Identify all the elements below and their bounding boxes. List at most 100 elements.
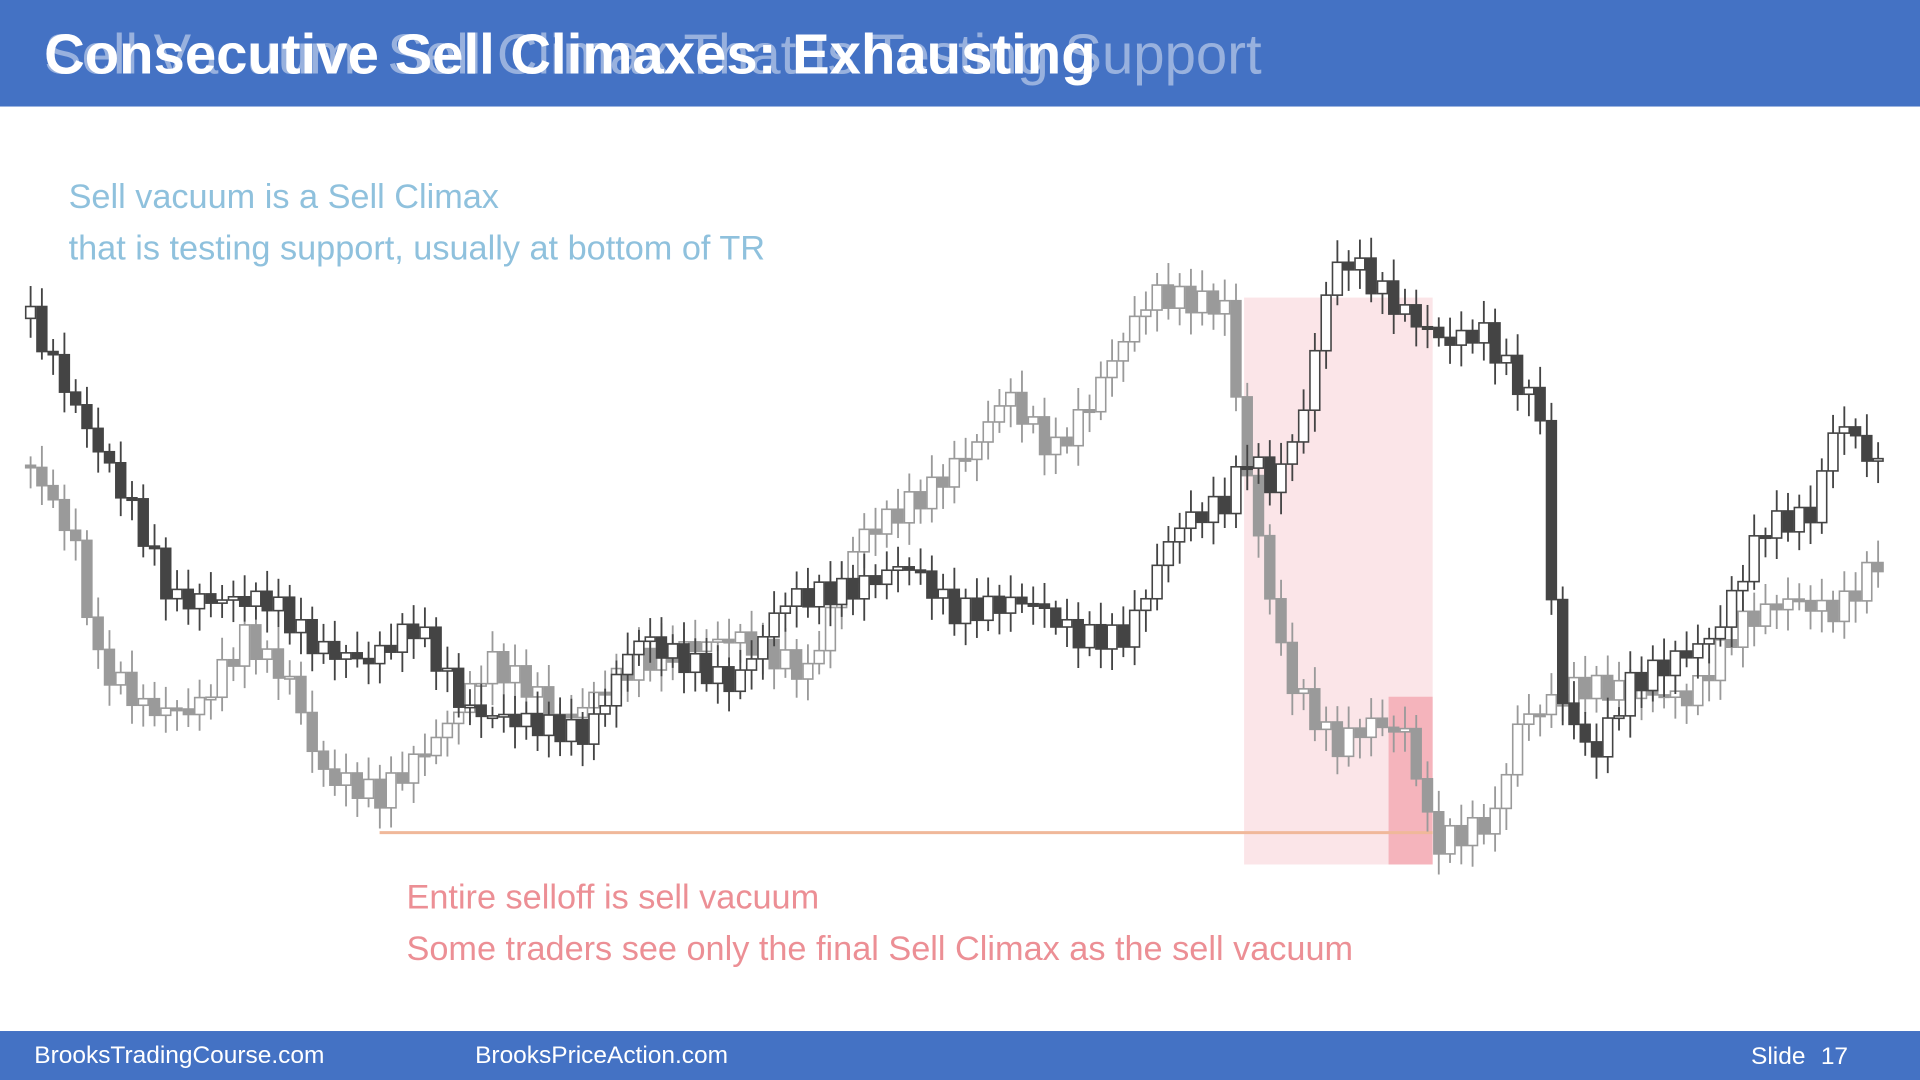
candle-body [69, 391, 82, 406]
candle-body [1489, 322, 1501, 364]
candle-body [1759, 603, 1772, 627]
candle-body [1016, 391, 1028, 425]
candle-body [396, 772, 409, 784]
candle-body [1320, 721, 1332, 731]
candle-body [993, 405, 1006, 423]
candle-body [531, 712, 544, 737]
candle-body [937, 588, 949, 599]
candle-body [1500, 773, 1513, 810]
candle-body [1196, 511, 1208, 524]
candle-body [1151, 284, 1163, 311]
candle-body [1297, 409, 1310, 443]
candle-body [1230, 465, 1242, 515]
candle-body [1613, 679, 1625, 701]
candle-body [858, 575, 870, 600]
candle-body [1264, 534, 1276, 600]
candle-body [1782, 598, 1794, 611]
candle-body [295, 675, 307, 714]
candle-body [1038, 416, 1051, 456]
candle-body [329, 640, 341, 660]
candle-body [881, 508, 893, 535]
candle-body [565, 718, 578, 743]
candle-body [1095, 623, 1107, 650]
candle-body [1444, 336, 1456, 346]
candle-body [1748, 610, 1760, 627]
candle-body [1816, 599, 1828, 612]
candle-body [340, 772, 352, 786]
candle-body [903, 491, 915, 524]
candle-body [1658, 659, 1670, 677]
candle-body [937, 476, 949, 488]
candle-body [1771, 510, 1783, 539]
candle-body [1331, 721, 1344, 758]
footer-link[interactable]: BrooksTradingCourse.com [34, 1042, 324, 1069]
candle-body [1061, 618, 1073, 628]
candle-body [238, 595, 251, 607]
candle-body [1196, 290, 1208, 314]
candle-body [959, 457, 972, 462]
slide-label: Slide [1751, 1043, 1805, 1070]
candle-body [58, 498, 71, 532]
candle-body [982, 421, 994, 443]
candle-body [982, 595, 994, 622]
candle-body [903, 566, 915, 571]
candle-body [1421, 325, 1434, 331]
candle-body [1466, 816, 1479, 847]
candle-body [1219, 495, 1231, 515]
candle-body [193, 696, 206, 716]
candle-body [1748, 535, 1760, 583]
footer-link[interactable]: BrooksPriceAction.com [475, 1042, 728, 1069]
candle-body [103, 648, 116, 686]
candle-body [464, 704, 476, 709]
candle-body [1433, 326, 1445, 339]
candle-body [712, 638, 724, 643]
candle-body [171, 707, 183, 712]
candle-body [509, 665, 521, 684]
candle-body [81, 404, 93, 430]
candle-body [1061, 436, 1073, 447]
candle-body [1140, 597, 1152, 612]
candle-body [723, 666, 735, 693]
candle-body [1500, 354, 1513, 364]
candle-body [126, 496, 138, 502]
candle-body [351, 652, 363, 660]
candle-body [869, 528, 882, 535]
candle-body [1759, 535, 1772, 540]
candle-body [103, 450, 116, 464]
candle-body [498, 651, 510, 684]
candle-body [486, 651, 499, 685]
candle-body [1624, 671, 1636, 717]
candle-body [1117, 340, 1130, 362]
candle-body [216, 599, 228, 604]
candle-body [1185, 285, 1197, 314]
candle-body [779, 605, 792, 614]
candle-body [205, 696, 217, 701]
candle-body [1647, 659, 1659, 692]
candle-body [1714, 626, 1727, 640]
candle-body [1737, 610, 1749, 648]
candle-body [1410, 304, 1422, 328]
candle-body [1095, 376, 1107, 413]
candle-body [1511, 723, 1524, 776]
candle-body [712, 666, 724, 685]
candle-body [486, 715, 499, 720]
candle-body [914, 569, 927, 574]
candle-body [1185, 511, 1197, 530]
candle-body [137, 697, 149, 707]
candle-body [396, 623, 409, 653]
candle-body [1782, 510, 1794, 533]
candle-body [1354, 257, 1366, 271]
candle-body [1151, 564, 1163, 600]
candle-body [1793, 598, 1805, 603]
candle-body [1635, 671, 1648, 692]
note-line: Entire selloff is sell vacuum [407, 879, 820, 917]
candle-body [689, 652, 701, 674]
candle-body [892, 508, 904, 524]
candle-body [362, 657, 375, 665]
candle-body [261, 590, 273, 612]
candle-body [1579, 723, 1591, 743]
candle-body [385, 772, 397, 809]
candle-body [36, 466, 48, 487]
candle-body [47, 484, 59, 501]
candle-body [1838, 426, 1851, 434]
